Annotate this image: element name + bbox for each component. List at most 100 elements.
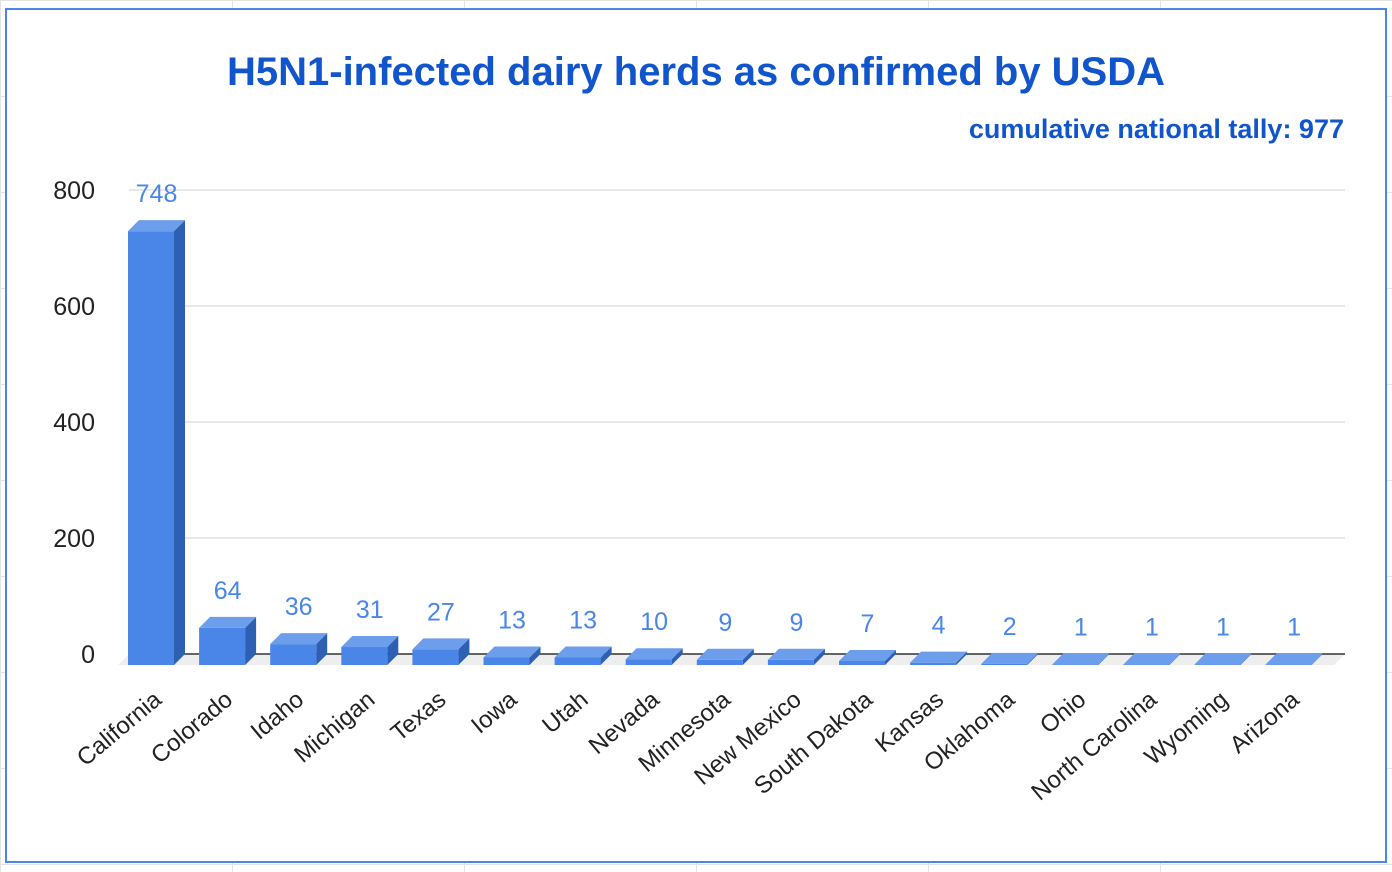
data-label: 9 xyxy=(789,609,803,637)
bar-front-face xyxy=(625,659,672,665)
bar-front-face xyxy=(1194,664,1241,665)
bar-top-face xyxy=(483,646,541,658)
bar-top-face xyxy=(341,636,399,648)
bar-top-face xyxy=(270,633,328,645)
bar-side-face xyxy=(742,648,754,665)
bar-nevada xyxy=(625,648,683,665)
bar-top-face xyxy=(1265,653,1323,665)
data-label: 64 xyxy=(214,577,242,605)
bar-side-face xyxy=(1240,653,1252,665)
data-label: 2 xyxy=(1003,613,1017,641)
bar-side-face xyxy=(245,616,257,665)
y-axis-tick-labels: 0 200 400 600 800 xyxy=(53,177,95,669)
bar-side-face xyxy=(1027,652,1039,665)
bar-arizona xyxy=(1265,653,1323,665)
data-label: 7 xyxy=(861,610,875,638)
y-tick-label: 0 xyxy=(81,641,95,669)
data-label: 13 xyxy=(569,606,597,634)
bar-top-face xyxy=(696,648,754,660)
bar-side-face xyxy=(174,220,185,665)
bar-top-face xyxy=(554,646,612,658)
bar-iowa xyxy=(483,646,541,665)
chart-title: H5N1-infected dairy herds as confirmed b… xyxy=(226,50,1166,94)
x-tick-label: North Carolina xyxy=(1026,685,1162,806)
bar-front-face xyxy=(412,649,459,665)
x-tick-label: California xyxy=(72,686,168,772)
x-tick-label: Iowa xyxy=(466,685,523,739)
bar-front-face xyxy=(128,231,174,665)
bar-top-face xyxy=(910,651,968,663)
bar-side-face xyxy=(529,646,541,665)
x-tick-label: Michigan xyxy=(289,686,380,768)
bar-top-face xyxy=(1052,653,1110,665)
bar-top-face xyxy=(412,638,470,650)
x-tick-label: Utah xyxy=(537,686,593,739)
data-label: 9 xyxy=(718,609,732,637)
bar-front-face xyxy=(910,662,957,665)
data-label: 36 xyxy=(285,593,313,621)
bar-side-face xyxy=(885,649,896,665)
bars xyxy=(128,220,1323,665)
bar-south-dakota xyxy=(839,649,896,665)
data-label: 10 xyxy=(640,608,668,636)
bar-front-face xyxy=(767,659,814,665)
bar-front-face xyxy=(270,644,317,665)
data-label: 1 xyxy=(1216,613,1230,641)
bar-top-face xyxy=(981,652,1039,664)
bar-front-face xyxy=(199,627,246,665)
y-tick-label: 200 xyxy=(53,525,95,553)
bar-top-face xyxy=(1123,653,1181,665)
bar-side-face xyxy=(1311,653,1323,665)
bar-side-face xyxy=(1169,653,1181,665)
bar-oklahoma xyxy=(981,652,1039,665)
bar-side-face xyxy=(458,638,470,665)
bar-colorado xyxy=(199,616,257,665)
data-label: 31 xyxy=(356,596,384,624)
data-labels: 748 64 36 31 27 13 13 10 9 9 7 4 2 1 1 1 1 xyxy=(136,180,1301,641)
bar-new-mexico xyxy=(767,648,825,665)
data-label: 27 xyxy=(427,598,455,626)
chart-frame[interactable] xyxy=(5,8,1387,863)
bar-wyoming xyxy=(1194,653,1252,665)
y-tick-label: 800 xyxy=(53,177,95,205)
y-tick-label: 600 xyxy=(53,293,95,321)
bar-side-face xyxy=(671,648,683,665)
bar-front-face xyxy=(483,657,530,665)
bar-front-face xyxy=(1265,664,1312,665)
x-tick-label: Idaho xyxy=(246,686,309,745)
bar-front-face xyxy=(554,657,601,665)
data-label: 748 xyxy=(136,180,178,208)
x-tick-label: Texas xyxy=(386,686,451,747)
bar-top-face xyxy=(128,220,185,232)
data-label: 4 xyxy=(932,612,946,640)
data-label: 1 xyxy=(1074,613,1088,641)
bar-kansas xyxy=(910,651,968,665)
gridlines xyxy=(129,189,1345,655)
data-label: 1 xyxy=(1287,613,1301,641)
bar-side-face xyxy=(1098,653,1110,665)
bar-front-face xyxy=(341,647,388,665)
bar-front-face xyxy=(839,660,885,665)
bar-top-face xyxy=(1194,653,1252,665)
chart-subtitle: cumulative national tally: 977 xyxy=(968,114,1344,144)
bar-minnesota xyxy=(696,648,754,665)
bar-texas xyxy=(412,638,470,665)
bar-side-face xyxy=(316,633,328,665)
bar-ohio xyxy=(1052,653,1110,665)
bar-top-face xyxy=(625,648,683,660)
x-tick-label: Arizona xyxy=(1225,685,1305,758)
bar-side-face xyxy=(600,646,612,665)
bar-top-face xyxy=(767,648,825,660)
bar-utah xyxy=(554,646,612,665)
data-label: 1 xyxy=(1145,613,1159,641)
bar-side-face xyxy=(387,636,399,665)
bar-michigan xyxy=(341,636,399,665)
bar-top-face xyxy=(839,649,896,661)
bar-front-face xyxy=(696,659,743,665)
bar-top-face xyxy=(199,616,257,628)
bar-front-face xyxy=(1123,664,1170,665)
x-tick-label: Ohio xyxy=(1035,686,1091,739)
bar-front-face xyxy=(1052,664,1099,665)
